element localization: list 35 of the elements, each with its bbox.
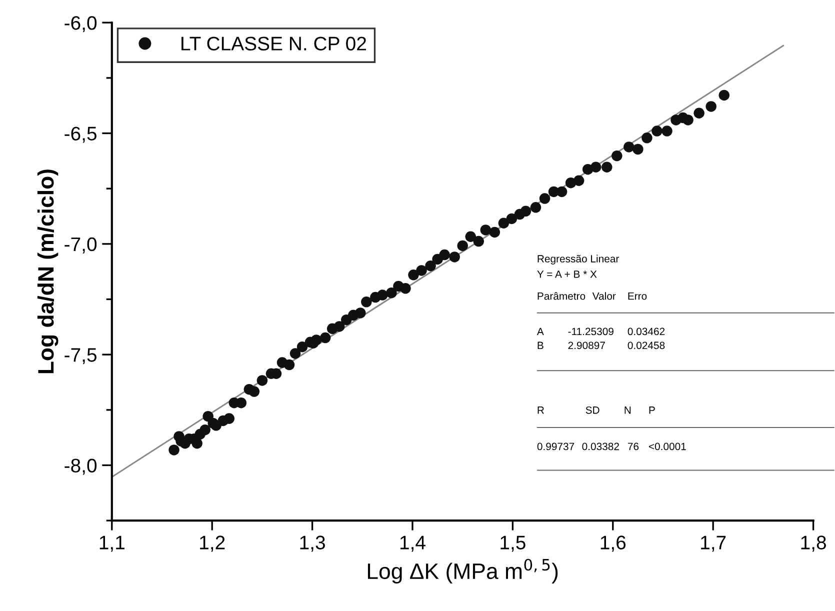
annotation: 0.03382 — [582, 442, 619, 450]
x-tick-label: 1,1 — [100, 536, 124, 552]
y-tick-label: -7,0 — [64, 237, 97, 254]
x-tick-label: 1,7 — [701, 536, 726, 552]
annotation: N — [624, 406, 631, 414]
annotation: 0.99737 — [537, 442, 574, 450]
annotation: Y = A + B * X — [537, 270, 597, 278]
annotation: A — [536, 328, 544, 336]
x-tick-label: 1,3 — [300, 536, 325, 552]
annotation: Parâmetro — [538, 292, 586, 300]
annotation: 0.03462 — [628, 328, 665, 336]
x-tick-label: 1,4 — [400, 536, 426, 552]
annotation: -11.25309 — [568, 328, 614, 336]
annotation: SD — [586, 406, 600, 414]
annotation: 0.02458 — [628, 342, 665, 350]
annotation: Regressão Linear — [538, 254, 619, 264]
annotation: Erro — [628, 292, 647, 300]
annotation: P — [649, 406, 655, 414]
y-tick-label: -6,5 — [64, 126, 96, 143]
y-tick-label: -6,0 — [64, 16, 97, 32]
x-tick-label: 1,2 — [200, 536, 225, 552]
annotation: 2.90897 — [568, 342, 605, 350]
annotation: R — [538, 406, 544, 414]
y-tick-label: -7,5 — [64, 348, 96, 364]
x-tick-label: 1,8 — [801, 536, 826, 552]
annotation: <0.0001 — [648, 442, 686, 450]
x-tick-label: 1,5 — [500, 536, 526, 552]
x-axis-title: Log ΔK (MPa m$^{0,5}$) — [368, 558, 558, 584]
y-tick-label: -8,0 — [64, 458, 97, 475]
legend-label: LT CLASSE N. CP 02 — [182, 36, 366, 50]
annotation: 76 — [628, 442, 639, 450]
x-tick-label: 1,6 — [600, 536, 626, 552]
annotation: B — [538, 342, 544, 349]
annotation: Valor — [592, 292, 616, 300]
y-axis-title: Log da/dN (m/ciclo) — [37, 170, 58, 374]
